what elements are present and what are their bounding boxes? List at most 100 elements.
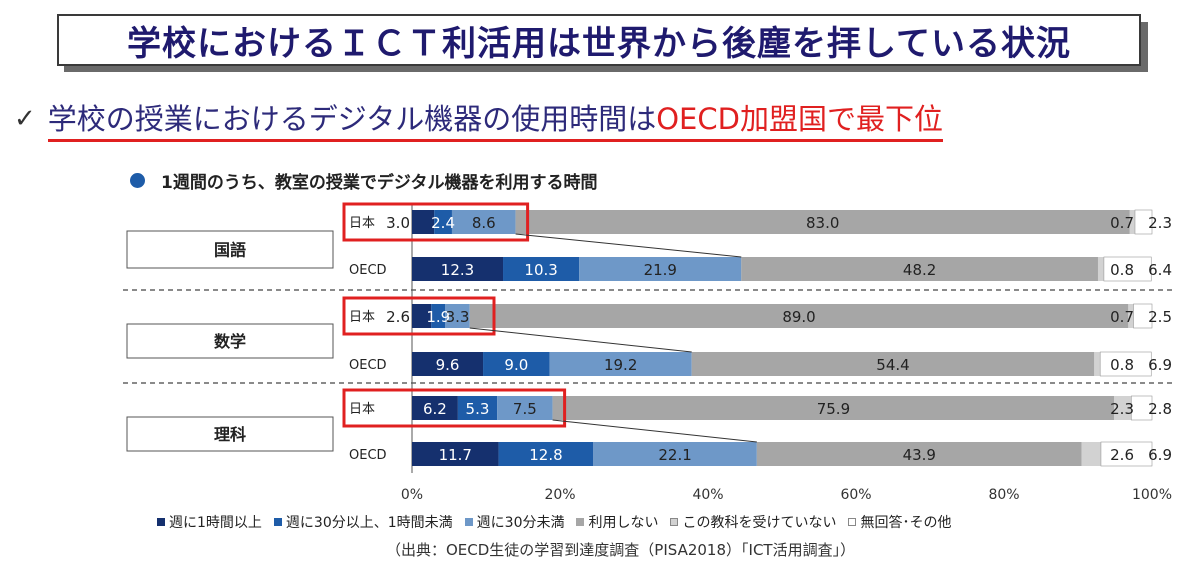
bar-segment	[1134, 209, 1153, 235]
data-label: 6.4	[1148, 261, 1172, 279]
chart-legend: 週に1時間以上 週に30分以上、1時間未満 週に30分未満 利用しない この教科を受けて…	[157, 512, 963, 532]
bar-segment	[741, 257, 1098, 281]
chart-heading-text: 1週間のうち、教室の授業でデジタル機器を利用する時間	[161, 173, 598, 193]
data-label: 3.0	[386, 214, 410, 232]
row-label: 日本	[349, 216, 375, 231]
data-label: 10.3	[524, 261, 557, 279]
bar-segment	[431, 304, 446, 328]
legend-swatch	[848, 518, 857, 526]
legend-swatch	[576, 518, 585, 526]
data-label: 2.6	[1110, 446, 1134, 464]
legend-item: 無回答･その他	[848, 512, 951, 532]
title-banner: 学校におけるＩＣＴ利活用は世界から後塵を拝している状況	[57, 14, 1141, 66]
legend-label: 利用しない	[588, 515, 659, 531]
subject-label-box	[126, 230, 334, 269]
data-label: 48.2	[903, 261, 936, 279]
bar-segment	[412, 352, 484, 376]
row-label: OECD	[349, 448, 387, 463]
bar-segment	[1133, 303, 1153, 329]
data-label: 5.3	[466, 400, 490, 418]
data-label: 12.3	[441, 261, 474, 279]
bar-segment	[1097, 257, 1104, 281]
x-tick-label: 60%	[840, 487, 871, 503]
bar-segment	[434, 210, 452, 234]
data-label: 2.6	[386, 308, 410, 326]
legend-item: 週に30分未満	[464, 512, 564, 532]
connector-line	[515, 233, 742, 258]
subtitle-highlight: OECD加盟国で最下位	[656, 102, 943, 136]
chart-heading: 1週間のうち、教室の授業でデジタル機器を利用する時間	[130, 168, 598, 193]
bar-segment	[412, 304, 432, 328]
data-label: 43.9	[903, 446, 936, 464]
subject-label-box	[126, 323, 334, 359]
row-label: OECD	[349, 263, 387, 278]
legend-item: この教科を受けていない	[670, 512, 836, 532]
data-label: 7.5	[513, 400, 537, 418]
subject-label: 理科	[214, 425, 246, 444]
bar-segment	[483, 352, 550, 376]
data-label: 22.1	[658, 446, 691, 464]
data-label: 0.7	[1110, 214, 1134, 232]
data-label: 8.6	[472, 214, 496, 232]
legend-swatch	[670, 518, 679, 526]
legend-item: 利用しない	[576, 512, 658, 532]
x-tick-label: 0%	[401, 487, 423, 503]
bar-segment	[1100, 441, 1153, 467]
data-label: 2.4	[431, 214, 455, 232]
data-label: 75.9	[817, 400, 850, 418]
legend-label: 無回答･その他	[860, 515, 952, 531]
data-label: 0.8	[1110, 261, 1134, 279]
data-label: 11.7	[439, 446, 472, 464]
bar-segment	[756, 442, 1082, 466]
highlight-box	[342, 296, 496, 336]
bar-segment	[579, 257, 742, 281]
x-tick-label: 40%	[692, 487, 723, 503]
legend-label: 週に1時間以上	[169, 515, 262, 531]
data-label: 21.9	[644, 261, 677, 279]
data-label: 12.8	[529, 446, 562, 464]
data-label: 89.0	[782, 308, 815, 326]
data-label: 0.8	[1110, 356, 1134, 374]
bar-segment	[503, 257, 580, 281]
bar-segment	[1128, 304, 1134, 328]
subtitle: ✓ 学校の授業におけるデジタル機器の使用時間はOECD加盟国で最下位	[14, 96, 943, 142]
bar-segment	[691, 352, 1095, 376]
data-label: 2.3	[1148, 214, 1172, 232]
connector-line	[469, 327, 692, 353]
legend-swatch	[157, 518, 165, 526]
data-label: 6.2	[423, 400, 447, 418]
bar-segment	[1103, 256, 1152, 282]
legend-label: この教科を受けていない	[682, 515, 837, 531]
source-note: （出典：OECD生徒の学習到達度調査（PISA2018）「ICT活用調査」）	[386, 541, 856, 559]
data-label: 0.7	[1110, 308, 1134, 326]
data-label: 3.3	[446, 308, 470, 326]
bar-segment	[412, 442, 499, 466]
data-label: 6.9	[1148, 356, 1172, 374]
legend-label: 週に30分以上、1時間未満	[285, 515, 453, 531]
data-label: 54.4	[876, 356, 909, 374]
row-label: OECD	[349, 358, 387, 373]
connector-line	[552, 419, 757, 443]
highlight-box	[342, 388, 567, 428]
bar-segment	[1130, 395, 1153, 421]
data-label: 6.9	[1148, 446, 1172, 464]
bar-segment	[549, 352, 692, 376]
row-label: 日本	[349, 402, 375, 417]
highlight-box	[342, 202, 530, 242]
bar-segment	[497, 396, 553, 420]
bar-segment	[1081, 442, 1101, 466]
bullet-dot-icon	[130, 173, 145, 188]
data-label: 2.8	[1148, 400, 1172, 418]
subject-label-box	[126, 416, 334, 452]
subtitle-text: 学校の授業におけるデジタル機器の使用時間はOECD加盟国で最下位	[47, 96, 943, 142]
bar-segment	[1099, 351, 1152, 377]
bar-segment	[1094, 352, 1101, 376]
bar-segment	[412, 210, 435, 234]
x-tick-label: 20%	[544, 487, 575, 503]
subtitle-main: 学校の授業におけるデジタル機器の使用時間は	[47, 102, 657, 136]
bar-segment	[457, 396, 498, 420]
legend-swatch	[464, 518, 473, 526]
bar-segment	[445, 304, 470, 328]
checkmark-icon: ✓	[14, 104, 36, 134]
data-label: 9.6	[436, 356, 460, 374]
